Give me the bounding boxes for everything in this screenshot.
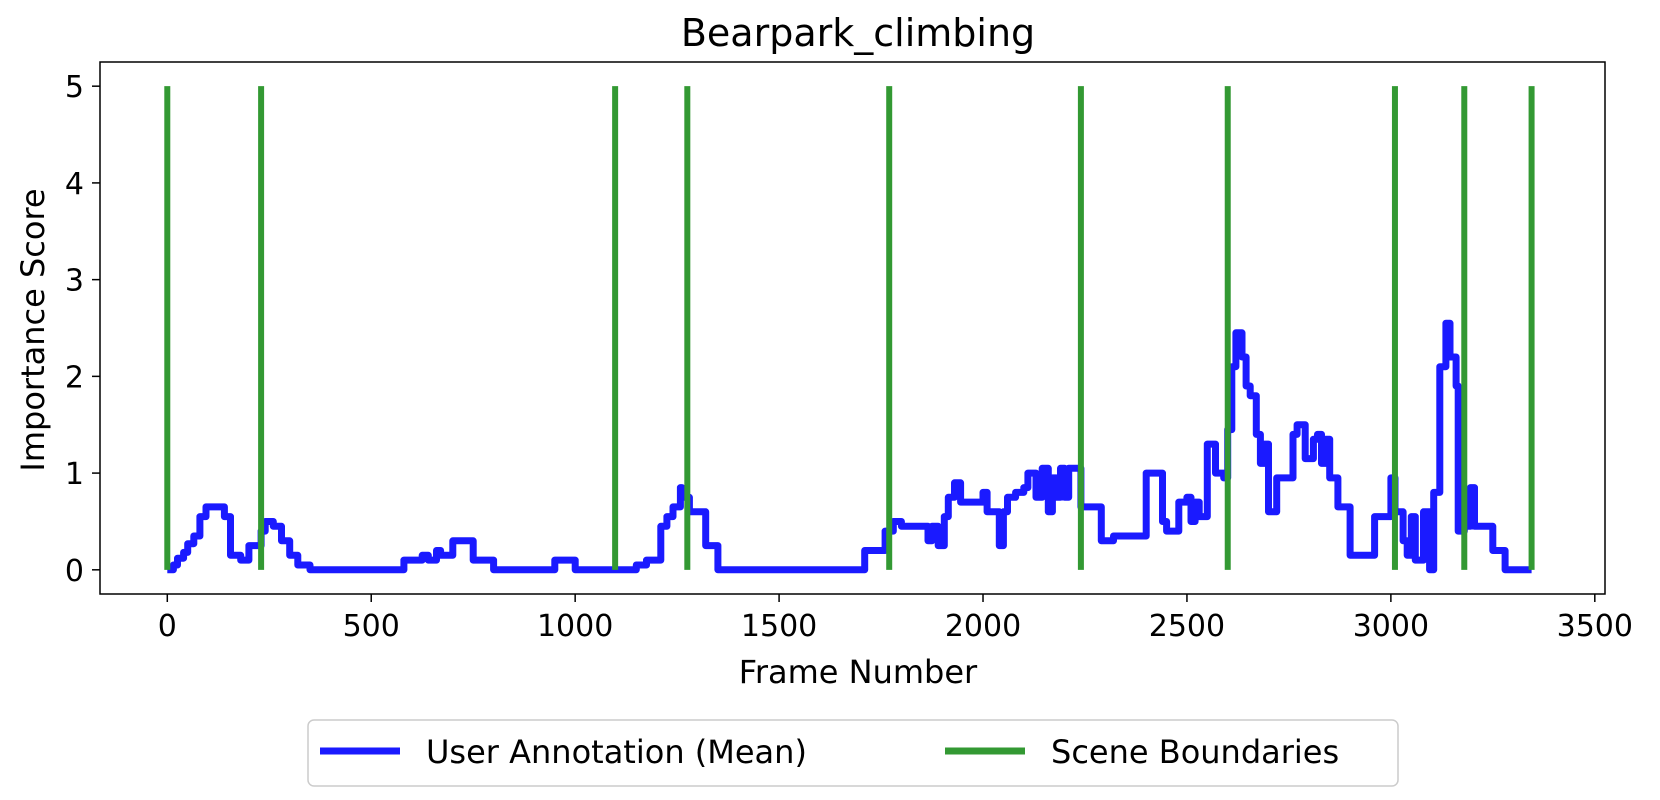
y-axis: 0 1 2 3 4 5 xyxy=(65,70,100,589)
x-tick-label: 0 xyxy=(158,609,177,644)
y-tick-label: 2 xyxy=(65,360,84,395)
legend-label-annotation: User Annotation (Mean) xyxy=(426,733,807,771)
x-tick-label: 1000 xyxy=(537,609,613,644)
x-tick-label: 500 xyxy=(343,609,400,644)
x-tick-label: 3000 xyxy=(1353,609,1429,644)
series-user-annotation-line xyxy=(167,319,1532,574)
x-tick-label: 2000 xyxy=(945,609,1021,644)
x-tick-label: 1500 xyxy=(741,609,817,644)
y-tick-label: 4 xyxy=(65,167,84,202)
legend-box xyxy=(307,719,1399,787)
y-axis-label: Importance Score xyxy=(14,188,52,471)
y-tick-label: 0 xyxy=(65,554,84,589)
x-axis: 0 500 1000 1500 2000 2500 3000 3500 xyxy=(158,594,1633,644)
y-tick-label: 1 xyxy=(65,457,84,492)
x-axis-label: Frame Number xyxy=(739,653,978,691)
plot-frame xyxy=(99,61,1606,595)
chart-title: Bearpark_climbing xyxy=(681,11,1035,55)
x-tick-label: 3500 xyxy=(1557,609,1633,644)
legend: User Annotation (Mean) Scene Boundaries xyxy=(307,719,1399,787)
plot-area xyxy=(164,86,1535,574)
y-tick-label: 3 xyxy=(65,264,84,299)
y-tick-label: 5 xyxy=(65,70,84,105)
x-tick-label: 2500 xyxy=(1149,609,1225,644)
legend-label-boundaries: Scene Boundaries xyxy=(1051,733,1339,771)
